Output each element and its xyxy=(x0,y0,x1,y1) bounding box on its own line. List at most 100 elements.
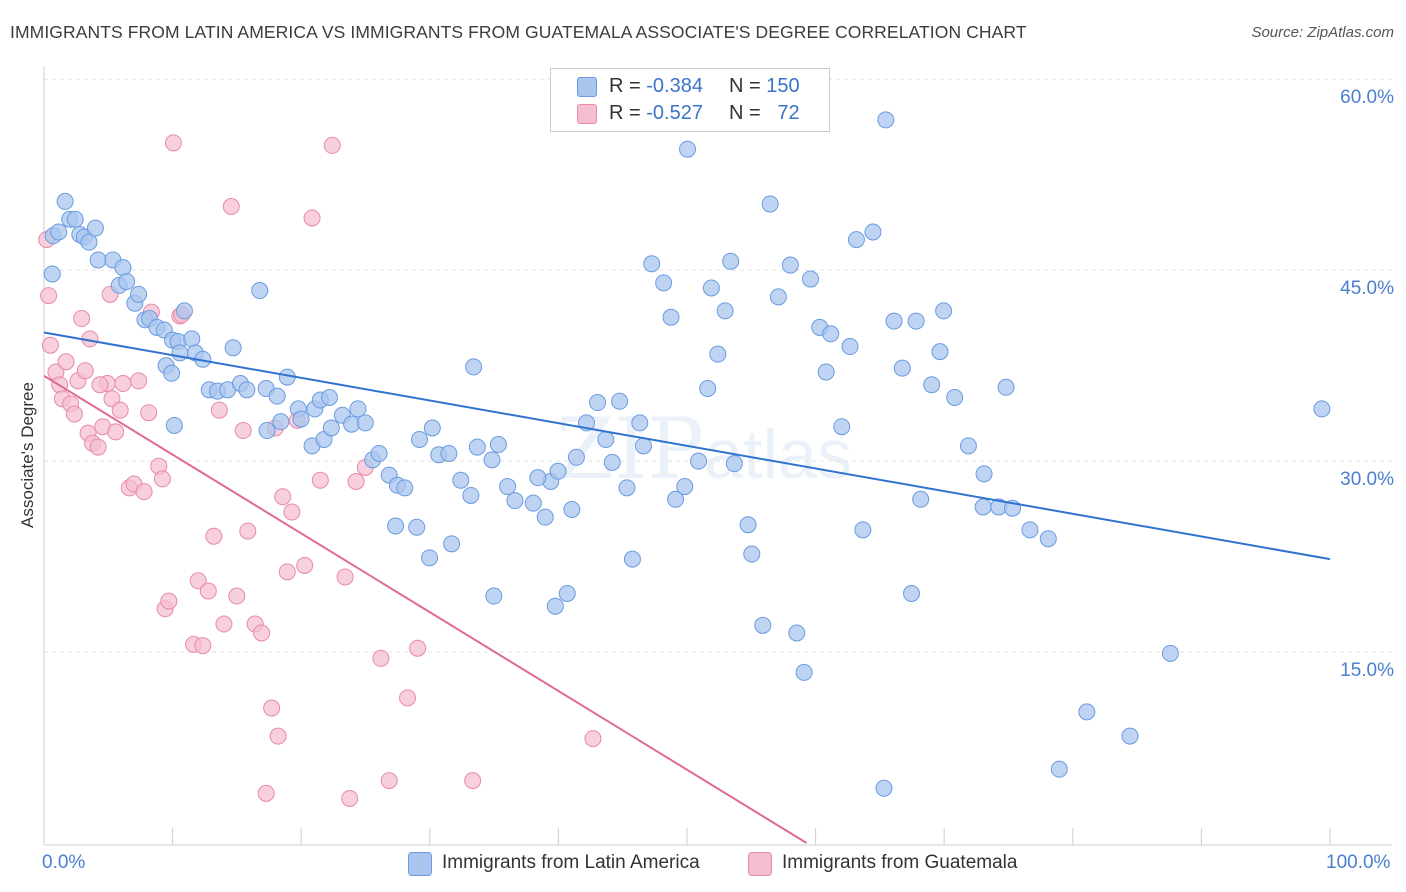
point-guatemala xyxy=(114,374,132,392)
point-latin-america xyxy=(452,471,470,489)
point-latin-america xyxy=(421,549,439,567)
point-guatemala xyxy=(336,568,354,586)
point-latin-america xyxy=(66,210,84,228)
point-latin-america xyxy=(931,343,949,361)
legend-r: R = -0.384 xyxy=(609,75,703,98)
point-guatemala xyxy=(205,527,223,545)
trendline-latin-america xyxy=(43,331,1331,561)
point-latin-america xyxy=(320,388,338,406)
point-latin-america xyxy=(946,388,964,406)
point-latin-america xyxy=(716,302,734,320)
point-latin-america xyxy=(959,437,977,455)
point-latin-america xyxy=(465,358,483,376)
point-guatemala xyxy=(57,353,75,371)
point-latin-america xyxy=(349,400,367,418)
point-latin-america xyxy=(903,584,921,602)
point-latin-america xyxy=(795,663,813,681)
correlation-legend: R = -0.384 N = 150 R = -0.527 N = 72 xyxy=(550,68,830,132)
point-latin-america xyxy=(171,344,189,362)
point-latin-america xyxy=(443,535,461,553)
point-latin-america xyxy=(423,419,441,437)
point-latin-america xyxy=(396,479,414,497)
point-latin-america xyxy=(975,465,993,483)
point-latin-america xyxy=(667,490,685,508)
point-latin-america xyxy=(885,312,903,330)
point-latin-america xyxy=(499,478,517,496)
point-latin-america xyxy=(935,302,953,320)
point-guatemala xyxy=(380,772,398,790)
point-latin-america xyxy=(370,444,388,462)
point-guatemala xyxy=(257,784,275,802)
point-guatemala xyxy=(91,376,109,394)
point-latin-america xyxy=(817,363,835,381)
point-latin-america xyxy=(549,462,567,480)
point-latin-america xyxy=(175,302,193,320)
legend-r-value: -0.527 xyxy=(646,102,703,124)
point-guatemala xyxy=(135,483,153,501)
point-latin-america xyxy=(676,478,694,496)
point-latin-america xyxy=(80,233,98,251)
point-latin-america xyxy=(114,259,132,277)
point-latin-america xyxy=(655,274,673,292)
point-latin-america xyxy=(725,455,743,473)
x-tick-label-max: 100.0% xyxy=(1326,852,1391,873)
point-latin-america xyxy=(864,223,882,241)
point-guatemala xyxy=(584,730,602,748)
y-tick-label-60: 60.0% xyxy=(1340,87,1394,108)
point-guatemala xyxy=(210,401,228,419)
point-latin-america xyxy=(387,517,405,535)
point-guatemala xyxy=(130,372,148,390)
point-latin-america xyxy=(183,330,201,348)
point-latin-america xyxy=(841,338,859,356)
point-guatemala xyxy=(269,727,287,745)
point-latin-america xyxy=(524,494,542,512)
point-latin-america xyxy=(597,430,615,448)
point-guatemala xyxy=(372,649,390,667)
point-latin-america xyxy=(875,779,893,797)
point-guatemala xyxy=(89,438,107,456)
point-latin-america xyxy=(483,451,501,469)
legend-r-label: R = xyxy=(609,102,641,124)
y-axis-label: Associate's Degree xyxy=(18,382,37,528)
point-guatemala xyxy=(164,134,182,152)
point-guatemala xyxy=(76,362,94,380)
point-latin-america xyxy=(224,339,242,357)
point-latin-america xyxy=(631,414,649,432)
point-latin-america xyxy=(558,584,576,602)
point-latin-america xyxy=(822,325,840,343)
point-latin-america xyxy=(923,376,941,394)
legend-n-label: N = xyxy=(729,75,761,97)
point-latin-america xyxy=(408,518,426,536)
point-guatemala xyxy=(111,401,129,419)
point-latin-america xyxy=(997,378,1015,396)
point-latin-america xyxy=(912,490,930,508)
point-latin-america xyxy=(702,279,720,297)
point-guatemala xyxy=(234,422,252,440)
point-guatemala xyxy=(278,563,296,581)
point-guatemala xyxy=(189,572,207,590)
point-guatemala xyxy=(228,587,246,605)
point-latin-america xyxy=(1313,400,1331,418)
point-latin-america xyxy=(163,364,181,382)
point-latin-america xyxy=(847,231,865,249)
y-tick-label-45: 45.0% xyxy=(1340,278,1394,299)
point-latin-america xyxy=(662,308,680,326)
point-guatemala xyxy=(199,582,217,600)
legend-n-value: 150 xyxy=(766,75,800,97)
x-tick-label-min: 0.0% xyxy=(42,852,86,873)
point-latin-america xyxy=(781,256,799,274)
point-latin-america xyxy=(536,508,554,526)
point-latin-america xyxy=(623,550,641,568)
point-latin-america xyxy=(754,616,772,634)
point-guatemala xyxy=(253,624,271,642)
point-guatemala xyxy=(464,772,482,790)
point-guatemala xyxy=(296,556,314,574)
point-latin-america xyxy=(506,492,524,510)
point-latin-america xyxy=(410,430,428,448)
point-latin-america xyxy=(356,414,374,432)
point-latin-america xyxy=(292,410,310,428)
point-latin-america xyxy=(743,545,761,563)
point-latin-america xyxy=(833,418,851,436)
point-latin-america xyxy=(529,469,547,487)
